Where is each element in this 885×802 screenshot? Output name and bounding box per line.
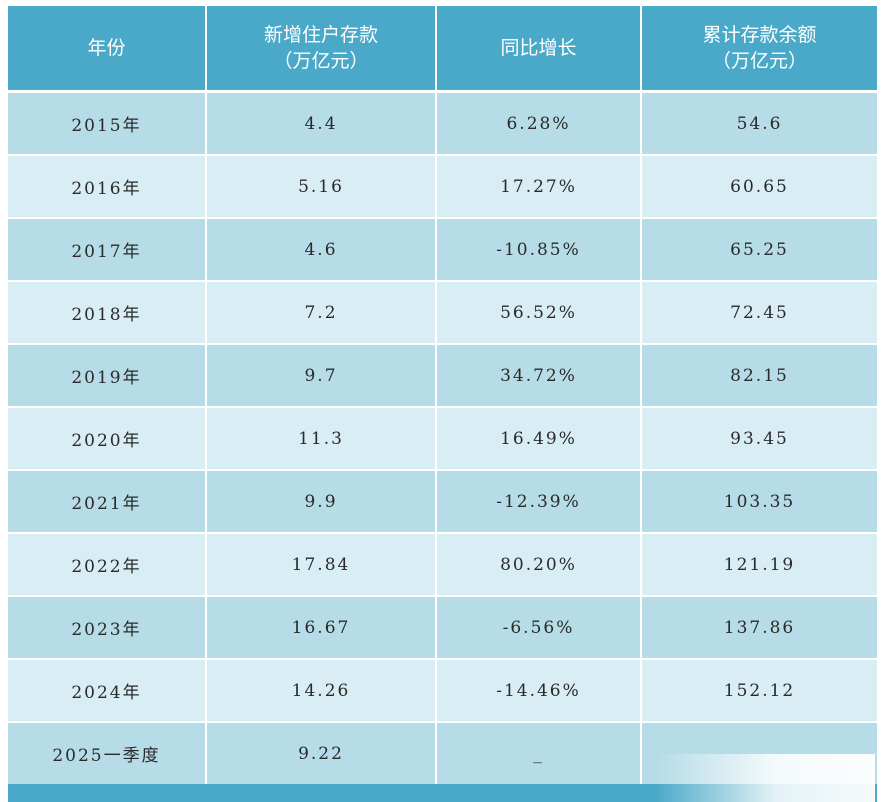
column-header-year: 年份 bbox=[8, 6, 206, 93]
year-cell: 2019年 bbox=[8, 343, 206, 407]
yoy-growth-cell: -12.39% bbox=[435, 469, 641, 533]
year-cell: 2017年 bbox=[8, 217, 206, 281]
table-row: 2023年 16.67 -6.56% 137.86 bbox=[8, 595, 877, 659]
year-cell: 2015年 bbox=[8, 90, 206, 155]
year-cell: 2018年 bbox=[8, 280, 206, 344]
cumulative-cell: 60.65 bbox=[640, 154, 877, 218]
new-deposits-cell: 9.9 bbox=[205, 469, 436, 533]
header-row: 年份 新增住户存款 （万亿元） 同比增长 累计存款余额 （万亿元） bbox=[8, 6, 877, 93]
year-cell: 2025一季度 bbox=[8, 721, 206, 784]
deposit-table-frame: 年份 新增住户存款 （万亿元） 同比增长 累计存款余额 （万亿元） 2015年 4… bbox=[8, 6, 877, 802]
table-row: 2025一季度 9.22 _ bbox=[8, 721, 877, 784]
table-row: 2022年 17.84 80.20% 121.19 bbox=[8, 532, 877, 596]
new-deposits-cell: 9.22 bbox=[205, 721, 436, 784]
yoy-growth-cell: 80.20% bbox=[435, 532, 641, 596]
table-row: 2021年 9.9 -12.39% 103.35 bbox=[8, 469, 877, 533]
table-row: 2016年 5.16 17.27% 60.65 bbox=[8, 154, 877, 218]
new-deposits-cell: 4.4 bbox=[205, 90, 436, 155]
yoy-growth-cell: 34.72% bbox=[435, 343, 641, 407]
column-header-cumulative-unit: （万亿元） bbox=[711, 50, 807, 72]
table-row: 2024年 14.26 -14.46% 152.12 bbox=[8, 658, 877, 722]
cumulative-cell: 54.6 bbox=[640, 90, 877, 155]
cumulative-cell: 103.35 bbox=[640, 469, 877, 533]
year-cell: 2023年 bbox=[8, 595, 206, 659]
new-deposits-cell: 14.26 bbox=[205, 658, 436, 722]
year-cell: 2021年 bbox=[8, 469, 206, 533]
new-deposits-cell: 7.2 bbox=[205, 280, 436, 344]
new-deposits-cell: 17.84 bbox=[205, 532, 436, 596]
column-header-new-deposits: 新增住户存款 （万亿元） bbox=[205, 6, 436, 93]
column-header-cumulative-line1: 累计存款余额 bbox=[702, 24, 817, 46]
new-deposits-cell: 11.3 bbox=[205, 406, 436, 470]
table-row: 2017年 4.6 -10.85% 65.25 bbox=[8, 217, 877, 281]
new-deposits-cell: 16.67 bbox=[205, 595, 436, 659]
yoy-growth-cell: 17.27% bbox=[435, 154, 641, 218]
deposit-table: 年份 新增住户存款 （万亿元） 同比增长 累计存款余额 （万亿元） 2015年 4… bbox=[8, 6, 877, 784]
cumulative-cell: 93.45 bbox=[640, 406, 877, 470]
new-deposits-cell: 4.6 bbox=[205, 217, 436, 281]
cumulative-cell: 72.45 bbox=[640, 280, 877, 344]
table-row: 2015年 4.4 6.28% 54.6 bbox=[8, 90, 877, 155]
cumulative-cell: 137.86 bbox=[640, 595, 877, 659]
table-row: 2018年 7.2 56.52% 72.45 bbox=[8, 280, 877, 344]
yoy-growth-cell: 6.28% bbox=[435, 90, 641, 155]
yoy-growth-cell: -6.56% bbox=[435, 595, 641, 659]
column-header-yoy-growth-line1: 同比增长 bbox=[500, 37, 577, 59]
yoy-growth-cell: 16.49% bbox=[435, 406, 641, 470]
new-deposits-cell: 9.7 bbox=[205, 343, 436, 407]
table-body: 2015年 4.4 6.28% 54.6 2016年 5.16 17.27% 60.65 201… bbox=[8, 90, 877, 784]
column-header-new-deposits-line1: 新增住户存款 bbox=[263, 24, 378, 46]
cumulative-cell: 82.15 bbox=[640, 343, 877, 407]
cumulative-cell: 152.12 bbox=[640, 658, 877, 722]
yoy-growth-cell: _ bbox=[435, 721, 641, 784]
yoy-growth-cell: 56.52% bbox=[435, 280, 641, 344]
yoy-growth-cell: -10.85% bbox=[435, 217, 641, 281]
year-cell: 2016年 bbox=[8, 154, 206, 218]
year-cell: 2020年 bbox=[8, 406, 206, 470]
year-cell: 2024年 bbox=[8, 658, 206, 722]
table-row: 2019年 9.7 34.72% 82.15 bbox=[8, 343, 877, 407]
cumulative-cell: 121.19 bbox=[640, 532, 877, 596]
cumulative-cell: 65.25 bbox=[640, 217, 877, 281]
column-header-new-deposits-unit: （万亿元） bbox=[273, 50, 369, 72]
cumulative-cell bbox=[640, 721, 877, 784]
column-header-year-line1: 年份 bbox=[87, 37, 126, 59]
table-row: 2020年 11.3 16.49% 93.45 bbox=[8, 406, 877, 470]
new-deposits-cell: 5.16 bbox=[205, 154, 436, 218]
column-header-cumulative: 累计存款余额 （万亿元） bbox=[640, 6, 877, 93]
yoy-growth-cell: -14.46% bbox=[435, 658, 641, 722]
column-header-yoy-growth: 同比增长 bbox=[435, 6, 641, 93]
year-cell: 2022年 bbox=[8, 532, 206, 596]
